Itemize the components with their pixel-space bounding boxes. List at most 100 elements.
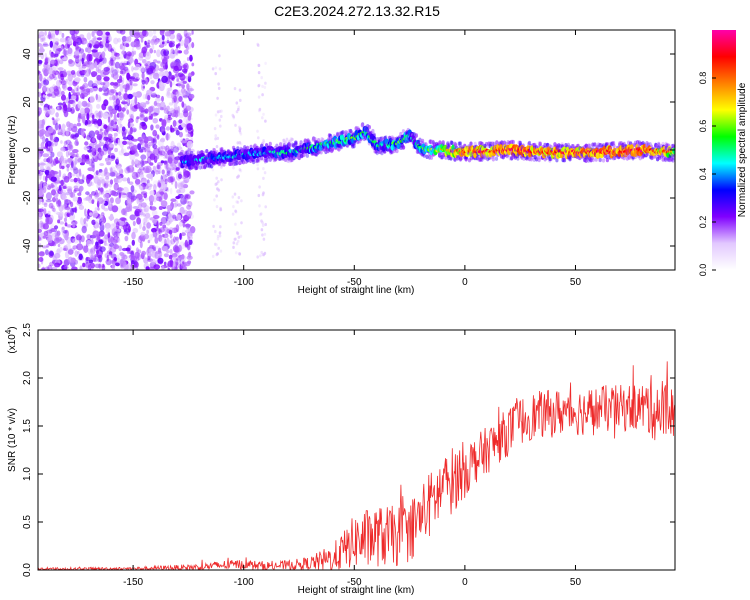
- noise-streak: [262, 140, 265, 144]
- noise-blob: [62, 158, 68, 164]
- noise-blob: [110, 167, 113, 173]
- signal-halo: [601, 158, 606, 163]
- noise-blob: [160, 145, 166, 150]
- noise-blob: [93, 176, 100, 184]
- noise-blob: [89, 64, 94, 71]
- noise-blob: [176, 32, 182, 40]
- noise-blob: [163, 70, 169, 78]
- noise-blob: [38, 170, 44, 176]
- signal-halo: [213, 161, 217, 166]
- noise-blob: [158, 170, 161, 174]
- noise-blob: [60, 179, 64, 187]
- noise-blob: [151, 227, 157, 233]
- noise-blob: [100, 137, 105, 144]
- noise-blob: [184, 33, 190, 38]
- noise-blob: [109, 56, 117, 62]
- noise-blob: [148, 111, 152, 117]
- noise-blob: [90, 247, 96, 255]
- noise-blob: [96, 223, 102, 228]
- noise-blob: [180, 255, 187, 261]
- noise-blob: [168, 42, 175, 48]
- noise-blob: [44, 169, 50, 175]
- noise-blob: [178, 244, 182, 252]
- noise-blob: [155, 102, 161, 107]
- noise-streak: [262, 167, 265, 171]
- noise-streak: [259, 213, 262, 217]
- noise-streak: [259, 212, 263, 216]
- noise-blob: [38, 263, 41, 268]
- noise-blob: [180, 232, 186, 237]
- noise-blob: [99, 223, 105, 232]
- noise-blob: [48, 107, 56, 116]
- noise-streak: [216, 136, 220, 140]
- noise-blob: [66, 212, 71, 217]
- noise-blob: [161, 75, 169, 83]
- noise-blob: [174, 181, 178, 189]
- noise-blob: [167, 87, 173, 92]
- noise-blob: [103, 193, 110, 199]
- noise-blob: [67, 249, 74, 255]
- noise-blob: [126, 250, 132, 255]
- noise-blob: [186, 123, 193, 131]
- noise-blob: [61, 123, 66, 132]
- noise-blob: [77, 158, 83, 163]
- noise-blob: [119, 43, 123, 50]
- noise-blob: [113, 178, 118, 183]
- noise-blob: [187, 213, 195, 220]
- noise-streak: [261, 221, 264, 225]
- noise-blob: [127, 93, 133, 100]
- signal-halo: [568, 155, 572, 160]
- noise-streak: [264, 61, 267, 65]
- noise-blob: [183, 177, 190, 184]
- noise-blob: [138, 201, 143, 207]
- noise-blob: [93, 244, 99, 249]
- noise-blob: [147, 94, 151, 101]
- noise-blob: [96, 249, 99, 255]
- noise-blob: [151, 245, 156, 250]
- noise-streak: [260, 250, 264, 255]
- noise-blob: [141, 83, 145, 91]
- noise-blob: [138, 183, 146, 191]
- noise-blob: [158, 206, 163, 210]
- noise-blob: [81, 64, 87, 69]
- noise-blob: [139, 102, 147, 106]
- noise-blob: [124, 211, 127, 216]
- noise-blob: [127, 225, 131, 233]
- noise-blob: [181, 207, 184, 214]
- noise-blob: [92, 137, 96, 143]
- noise-blob: [38, 120, 41, 128]
- noise-blob: [92, 210, 99, 218]
- noise-blob: [156, 60, 161, 64]
- noise-blob: [67, 80, 74, 86]
- noise-blob: [155, 191, 163, 199]
- noise-streak: [214, 137, 217, 141]
- noise-streak: [257, 43, 260, 48]
- noise-blob: [131, 172, 135, 177]
- noise-blob: [88, 143, 95, 149]
- noise-blob: [126, 197, 133, 206]
- noise-blob: [109, 171, 116, 177]
- noise-blob: [110, 57, 114, 66]
- noise-blob: [74, 140, 79, 147]
- noise-blob: [53, 211, 60, 214]
- noise-blob: [138, 55, 144, 61]
- noise-streak: [216, 252, 219, 256]
- noise-blob: [82, 262, 86, 268]
- noise-blob: [155, 170, 159, 175]
- noise-blob: [170, 127, 175, 133]
- noise-blob: [119, 70, 124, 75]
- noise-blob: [99, 246, 106, 253]
- noise-blob: [146, 179, 150, 184]
- noise-blob: [85, 160, 91, 165]
- noise-blob: [107, 231, 111, 239]
- noise-blob: [38, 189, 44, 197]
- noise-blob: [154, 252, 158, 259]
- noise-blob: [57, 127, 63, 135]
- noise-blob: [84, 141, 89, 146]
- noise-blob: [84, 69, 91, 77]
- signal-halo: [215, 150, 219, 155]
- noise-blob: [113, 37, 119, 45]
- noise-blob: [172, 89, 179, 95]
- noise-blob: [60, 140, 63, 144]
- noise-blob: [159, 221, 163, 226]
